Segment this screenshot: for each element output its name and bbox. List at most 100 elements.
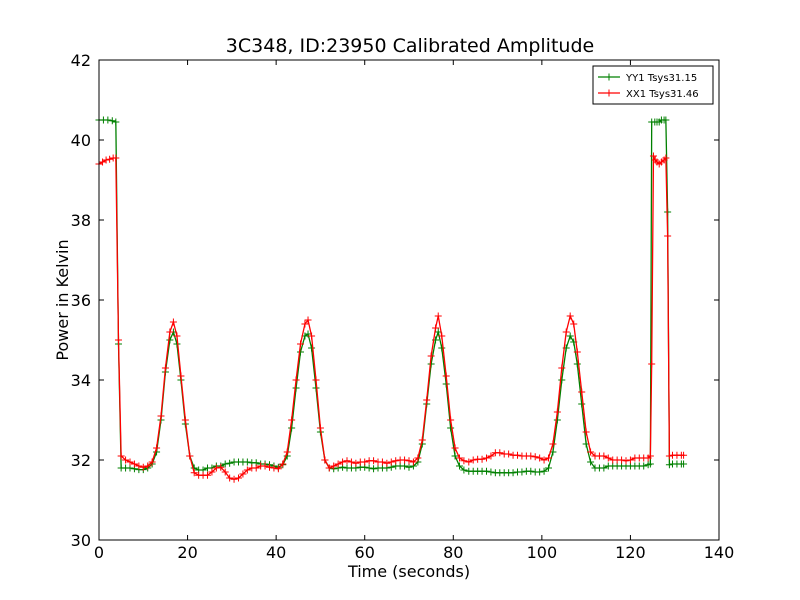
data-point: [370, 465, 378, 473]
chart-title: 3C348, ID:23950 Calibrated Amplitude: [226, 35, 594, 57]
data-point: [423, 396, 431, 404]
data-point: [680, 460, 688, 468]
y-axis-label: Power in Kelvin: [53, 239, 72, 360]
data-point: [365, 464, 373, 472]
data-point: [383, 459, 391, 467]
data-point: [460, 457, 468, 465]
data-point: [401, 462, 409, 470]
data-point: [288, 416, 296, 424]
data-point: [545, 464, 552, 472]
data-point: [640, 462, 648, 470]
data-point: [190, 469, 198, 477]
data-point: [239, 470, 247, 478]
data-point: [352, 459, 360, 467]
data-point: [144, 462, 152, 470]
data-point: [469, 456, 477, 464]
data-point: [288, 424, 296, 432]
data-point: [153, 444, 161, 452]
data-point: [99, 158, 107, 166]
data-point: [447, 416, 455, 424]
x-tick-label: 0: [94, 543, 104, 562]
data-point: [321, 456, 329, 464]
x-tick-label: 100: [527, 543, 558, 562]
data-point: [438, 332, 446, 340]
data-point: [570, 320, 578, 328]
data-point: [558, 364, 566, 372]
x-tick-label: 140: [704, 543, 735, 562]
data-point: [562, 328, 570, 336]
data-point: [401, 456, 409, 464]
data-point: [483, 467, 490, 475]
legend-swatch-marker: [605, 89, 613, 97]
data-point: [573, 348, 581, 356]
series-2: [95, 152, 688, 483]
data-point: [297, 340, 304, 348]
data-point: [527, 467, 535, 475]
plot-area: [95, 59, 720, 541]
data-point: [418, 436, 426, 444]
data-point: [157, 412, 165, 420]
y-tick-label: 34: [71, 371, 91, 390]
data-point: [465, 458, 473, 466]
x-tick-label: 40: [266, 543, 286, 562]
data-point: [266, 463, 273, 471]
data-point: [578, 400, 586, 408]
data-point: [518, 468, 526, 476]
data-point: [370, 457, 378, 465]
x-tick-label: 80: [443, 543, 463, 562]
data-point: [604, 454, 612, 462]
legend-label: XX1 Tsys31.46: [626, 89, 699, 100]
data-point: [166, 328, 174, 336]
data-point: [451, 452, 459, 460]
data-point: [235, 474, 242, 482]
data-point: [536, 454, 544, 462]
data-point: [226, 459, 234, 467]
data-point: [540, 456, 548, 464]
data-point: [558, 376, 566, 384]
legend-box: [592, 65, 714, 105]
data-point: [540, 467, 548, 475]
series-layer: [95, 116, 688, 483]
data-point: [308, 344, 316, 352]
data-point: [573, 360, 581, 368]
data-point: [243, 466, 251, 474]
y-tick-label: 36: [71, 291, 91, 310]
data-point: [226, 474, 234, 482]
x-tick-label: 120: [615, 543, 646, 562]
data-point: [104, 116, 112, 124]
data-point: [186, 452, 194, 460]
data-point: [649, 152, 657, 160]
legend-label: YY1 Tsys31.15: [625, 73, 697, 84]
data-point: [212, 464, 220, 472]
data-point: [135, 462, 143, 470]
data-point: [301, 320, 309, 328]
data-point: [361, 458, 369, 466]
data-point: [536, 468, 544, 476]
data-point: [566, 312, 574, 320]
data-point: [106, 155, 114, 163]
data-point: [531, 453, 539, 461]
data-point: [505, 450, 513, 458]
data-point: [405, 463, 413, 471]
data-point: [292, 376, 300, 384]
data-point: [527, 452, 535, 460]
data-point: [600, 452, 608, 460]
data-point: [509, 469, 517, 477]
data-point: [208, 468, 216, 476]
data-point: [622, 457, 630, 465]
data-point: [587, 448, 595, 456]
y-tick-label: 40: [71, 131, 91, 150]
data-point: [279, 460, 287, 468]
data-point: [496, 449, 504, 457]
data-point: [646, 460, 654, 468]
data-point: [252, 464, 260, 472]
data-point: [330, 462, 338, 470]
data-point: [169, 318, 177, 326]
data-point: [181, 416, 189, 424]
data-point: [230, 475, 238, 483]
data-point: [283, 448, 291, 456]
data-point: [545, 454, 552, 462]
data-point: [646, 452, 654, 460]
data-point: [478, 455, 486, 463]
data-point: [665, 452, 673, 460]
